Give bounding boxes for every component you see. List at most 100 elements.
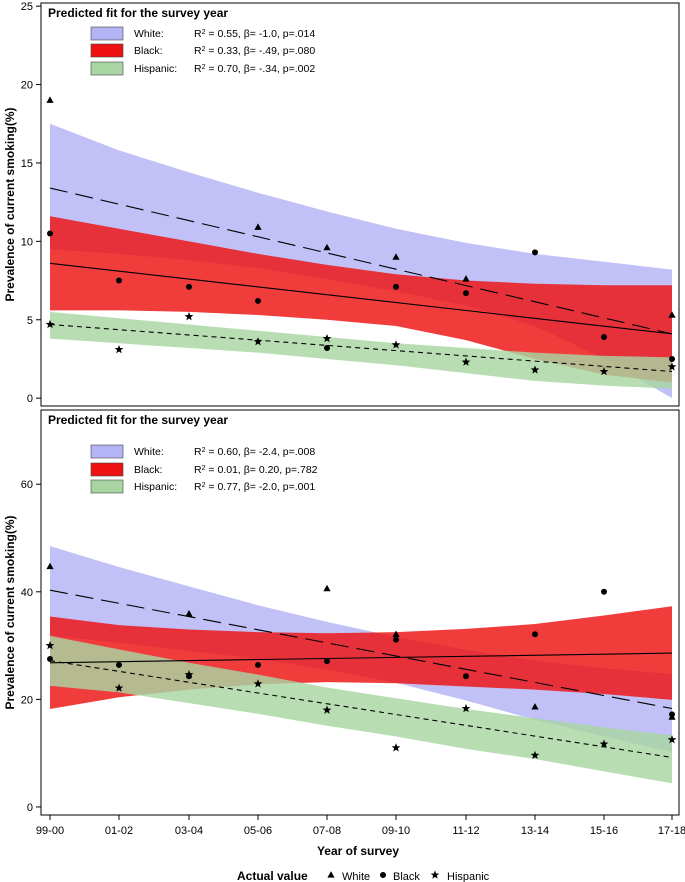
- point-hispanic-13-14: [530, 750, 540, 760]
- point-black-99-00: [47, 656, 53, 663]
- point-black-99-00: [47, 230, 53, 237]
- x-tick-label-13-14: 13-14: [521, 825, 549, 837]
- point-black-11-12: [463, 290, 469, 297]
- point-black-07-08: [324, 658, 330, 665]
- footer-title: Actual value: [237, 869, 308, 882]
- point-hispanic-09-10: [391, 340, 401, 349]
- y-tick-label: 25: [21, 1, 33, 13]
- point-hispanic-11-12: [461, 703, 471, 713]
- fit-line-white: [49, 589, 673, 710]
- x-axis: 99-00 01-02 03-04 05-06 07-08 09-10 11-12 13-14…: [36, 815, 685, 858]
- legend-label-white: White:: [134, 28, 164, 40]
- panel-top: 0 5 10 15 20 25 Prevalence of current smoking(…: [3, 1, 680, 407]
- confidence-bands: [50, 546, 672, 784]
- point-white-09-10: [392, 253, 400, 260]
- point-white-09-10: [392, 630, 400, 637]
- point-hispanic-09-10: [391, 743, 401, 752]
- legend-stats-black: R2 = 0.01, β= 0.20, p=.782: [194, 464, 318, 476]
- legend-title: Predicted fit for the survey year: [48, 413, 228, 427]
- legend-swatch-black: [90, 462, 124, 477]
- y-axis-label: Prevalence of current smoking(%): [3, 107, 17, 301]
- y-tick-label: 10: [21, 236, 33, 248]
- y-tick-label: 0: [27, 393, 33, 405]
- ci-band-black: [50, 216, 672, 383]
- x-tick-label-05-06: 05-06: [244, 825, 272, 837]
- point-hispanic-11-12: [461, 357, 471, 366]
- point-white-03-04: [185, 610, 193, 617]
- point-black-09-10: [393, 636, 399, 643]
- x-tick-label-99-00: 99-00: [36, 825, 64, 837]
- point-black-11-12: [463, 673, 469, 680]
- y-tick-label: 60: [21, 479, 33, 491]
- point-black-17-18: [669, 355, 675, 362]
- point-white-99-00: [46, 96, 54, 103]
- point-white-07-08: [323, 584, 331, 592]
- ci-band-hispanic: [50, 311, 672, 389]
- point-black-15-16: [601, 588, 607, 595]
- fit-line-hispanic: [49, 323, 673, 373]
- legend-stats-white: R2 = 0.60, β= -2.4, p=.008: [194, 446, 315, 458]
- point-hispanic-99-00: [45, 319, 55, 329]
- legend-swatch-white: [90, 444, 124, 459]
- point-black-01-02: [116, 661, 122, 668]
- point-black-13-14: [532, 249, 538, 256]
- point-hispanic-01-02: [114, 344, 124, 354]
- x-tick-label-03-04: 03-04: [175, 825, 203, 837]
- point-black-03-04: [186, 283, 192, 290]
- footer-label-black: Black: [393, 871, 420, 882]
- point-hispanic-05-06: [253, 679, 263, 688]
- y-tick-label: 0: [27, 802, 33, 814]
- footer-marker-black: [380, 872, 386, 878]
- point-white-05-06: [254, 223, 262, 230]
- y-tick-label: 5: [27, 315, 33, 327]
- legend-stats-hispanic: R2 = 0.70, β= -.34, p=.002: [194, 63, 315, 75]
- point-hispanic-15-16: [599, 739, 609, 748]
- legend-stats-hispanic: R2 = 0.77, β= -2.0, p=.001: [194, 481, 315, 493]
- point-black-09-10: [393, 283, 399, 290]
- point-hispanic-13-14: [530, 365, 540, 374]
- legend-swatch-white: [90, 26, 124, 41]
- legend-label-black: Black:: [134, 464, 163, 476]
- fit-line-hispanic: [49, 660, 673, 758]
- fit-line-black: [49, 652, 673, 664]
- fit-line-white: [49, 187, 673, 335]
- legend-label-black: Black:: [134, 45, 163, 57]
- point-black-17-18: [669, 711, 675, 718]
- point-black-05-06: [255, 661, 261, 668]
- point-hispanic-03-04: [184, 670, 194, 679]
- point-hispanic-03-04: [184, 312, 194, 321]
- footer-label-white: White: [342, 871, 370, 882]
- point-hispanic-07-08: [322, 705, 332, 714]
- legend-label-hispanic: Hispanic:: [134, 481, 177, 493]
- point-white-11-12: [462, 275, 470, 282]
- ci-band-hispanic: [50, 635, 672, 784]
- legend: Predicted fit for the survey year White: R…: [48, 413, 318, 494]
- point-black-15-16: [601, 334, 607, 341]
- footer-marker-hispanic: [430, 870, 440, 879]
- point-hispanic-15-16: [599, 366, 609, 376]
- point-hispanic-05-06: [253, 337, 263, 346]
- fit-line-black: [49, 262, 673, 335]
- x-tick-label-07-08: 07-08: [313, 825, 341, 837]
- y-axis-label: Prevalence of current smoking(%): [3, 515, 17, 709]
- legend-title: Predicted fit for the survey year: [48, 6, 228, 20]
- legend-label-hispanic: Hispanic:: [134, 63, 177, 75]
- y-tick-label: 20: [21, 694, 33, 706]
- x-tick-label-01-02: 01-02: [105, 825, 133, 837]
- point-white-99-00: [46, 562, 54, 570]
- point-hispanic-01-02: [114, 683, 124, 692]
- actual-value-legend: Actual value White Black Hispanic: [237, 869, 490, 882]
- point-hispanic-07-08: [322, 333, 332, 343]
- legend-label-white: White:: [134, 446, 164, 458]
- point-black-05-06: [255, 297, 261, 304]
- legend-swatch-hispanic: [90, 61, 124, 76]
- point-black-07-08: [324, 344, 330, 351]
- point-white-07-08: [323, 243, 331, 251]
- plot-frame: [40, 2, 680, 407]
- legend-stats-white: R2 = 0.55, β= -1.0, p=.014: [194, 28, 315, 40]
- legend-swatch-black: [90, 43, 124, 58]
- point-white-13-14: [531, 703, 539, 710]
- y-tick-label: 40: [21, 587, 33, 599]
- point-hispanic-17-18: [667, 735, 677, 744]
